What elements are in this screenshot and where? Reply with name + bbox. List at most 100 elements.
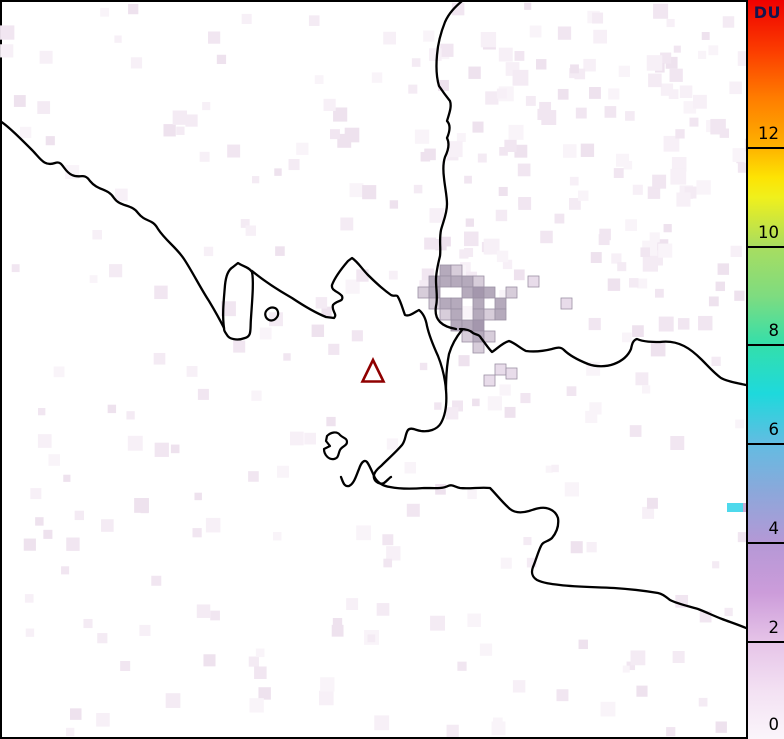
noise-pixel: [737, 532, 746, 543]
noise-pixel: [570, 541, 583, 554]
noise-pixel: [429, 208, 445, 223]
noise-pixel: [107, 404, 117, 414]
noise-pixel: [139, 624, 151, 636]
noise-pixel: [483, 238, 500, 255]
noise-pixel: [356, 269, 369, 282]
noise-pixel: [186, 366, 198, 377]
noise-pixel: [574, 68, 586, 80]
noise-pixel: [25, 628, 35, 637]
noise-pixel: [590, 252, 602, 264]
island-irregular: [322, 431, 349, 461]
noise-pixel: [578, 190, 589, 201]
noise-pixel: [383, 31, 396, 45]
noise-pixel: [172, 110, 187, 125]
noise-pixel: [618, 65, 631, 78]
noise-pixel: [646, 497, 658, 509]
so2-data-pixel: [472, 341, 485, 354]
noise-pixel: [666, 727, 676, 737]
noise-pixel: [351, 330, 363, 342]
noise-pixel: [648, 73, 662, 88]
noise-pixel: [251, 176, 260, 184]
noise-pixel: [97, 633, 108, 644]
so2-data-pixel: [461, 286, 474, 299]
colorbar-tick-label: 12: [758, 124, 779, 143]
noise-pixel: [575, 107, 587, 119]
noise-pixel: [13, 95, 26, 107]
noise-pixel: [642, 256, 659, 272]
noise-pixel: [185, 114, 198, 127]
so2-data-pixel: [417, 286, 430, 299]
noise-pixel: [464, 231, 479, 247]
volcano-marker-icon: [360, 357, 386, 383]
so2-data-pixel: [450, 297, 463, 310]
noise-pixel: [480, 31, 497, 48]
noise-pixel: [371, 72, 383, 83]
noise-pixel: [495, 209, 508, 222]
noise-pixel: [642, 385, 651, 394]
noise-pixel: [424, 237, 437, 250]
colorbar-tick-label: 0: [768, 715, 780, 734]
noise-pixel: [653, 3, 669, 19]
noise-pixel: [241, 13, 252, 24]
noise-pixel: [611, 253, 622, 264]
noise-pixel: [296, 142, 309, 155]
noise-pixel: [492, 717, 503, 728]
noise-pixel: [729, 81, 742, 95]
noise-pixel: [89, 275, 98, 283]
colorbar-unit-label: DU: [753, 3, 781, 22]
noise-pixel: [520, 393, 531, 404]
noise-pixel: [411, 58, 421, 67]
noise-pixel: [630, 650, 646, 666]
so2-data-pixel: [472, 308, 485, 321]
noise-pixel: [715, 721, 727, 733]
noise-pixel: [737, 51, 746, 66]
noise-pixel: [245, 225, 257, 236]
noise-pixel: [254, 666, 267, 680]
noise-pixel: [216, 54, 227, 65]
coastline-spit-peninsula: [222, 261, 254, 341]
noise-pixel: [308, 15, 320, 26]
so2-data-pixel: [450, 264, 463, 277]
noise-pixel: [196, 604, 211, 618]
noise-pixel: [626, 661, 636, 671]
so2-data-pixel: [494, 308, 507, 321]
noise-pixel: [675, 129, 685, 139]
noise-pixel: [464, 175, 472, 184]
noise-pixel: [66, 727, 75, 737]
noise-pixel: [0, 25, 15, 40]
noise-pixel: [203, 246, 214, 257]
noise-pixel: [165, 693, 181, 708]
noise-pixel: [315, 297, 328, 309]
so2-data-pixel: [439, 297, 452, 310]
noise-pixel: [479, 643, 493, 656]
noise-pixel: [432, 240, 442, 250]
noise-pixel: [604, 106, 617, 118]
noise-pixel: [536, 59, 547, 70]
noise-pixel: [39, 50, 53, 64]
noise-pixel: [233, 340, 246, 353]
noise-pixel: [566, 386, 577, 397]
so2-data-pixel: [560, 297, 573, 310]
noise-pixel: [504, 406, 516, 418]
noise-pixel: [438, 79, 449, 91]
noise-pixel: [593, 29, 608, 44]
noise-pixel: [74, 510, 85, 521]
noise-pixel: [249, 698, 264, 713]
noise-pixel: [622, 665, 630, 673]
noise-pixel: [504, 139, 517, 153]
noise-pixel: [517, 163, 531, 177]
noise-pixel: [192, 528, 202, 538]
noise-pixel: [663, 135, 680, 152]
noise-pixel: [701, 32, 710, 40]
noise-pixel: [673, 45, 681, 53]
noise-pixel: [540, 230, 553, 244]
noise-pixel: [440, 43, 454, 57]
noise-pixel: [586, 542, 597, 553]
noise-pixel: [96, 713, 110, 727]
coastline-river-channel: [434, 0, 464, 331]
noise-pixel: [194, 492, 202, 501]
coastline-east-shore: [458, 327, 746, 387]
noise-pixel: [345, 279, 360, 294]
noise-pixel: [140, 505, 149, 514]
noise-pixel: [698, 697, 708, 707]
